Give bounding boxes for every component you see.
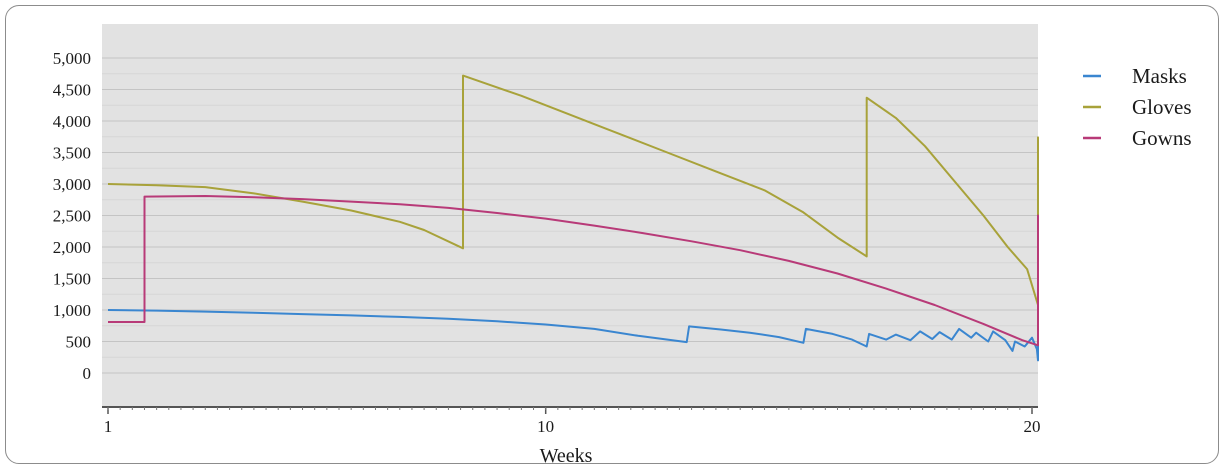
y-tick-label: 0 [83, 364, 92, 383]
series-lines [107, 74, 1039, 362]
legend-label-gowns: Gowns [1132, 126, 1192, 150]
x-tick-label: 10 [537, 417, 554, 436]
y-tick-label: 4,000 [53, 112, 91, 131]
series-line-gowns [108, 195, 1039, 347]
x-tick-label: 20 [1024, 417, 1041, 436]
y-tick-label: 2,000 [53, 238, 91, 257]
y-tick-label: 1,500 [53, 270, 91, 289]
legend-label-gloves: Gloves [1132, 95, 1192, 119]
y-tick-label: 3,000 [53, 175, 91, 194]
y-tick-label: 3,500 [53, 144, 91, 163]
y-tick-label: 2,500 [53, 207, 91, 226]
legend: Masks Gloves Gowns [1083, 64, 1192, 150]
y-tick-label: 500 [66, 333, 92, 352]
x-tick-label: 1 [104, 417, 113, 436]
x-axis-title: Weeks [540, 445, 593, 467]
gridlines [102, 57, 1038, 374]
y-tick-label: 4,500 [53, 81, 91, 100]
y-tick-label: 5,000 [53, 49, 91, 68]
legend-label-masks: Masks [1132, 64, 1187, 88]
y-axis-ticks: 0 500 1,000 1,500 2,000 2,500 3,000 3,500 4,000 4… [53, 49, 91, 383]
y-tick-label: 1,000 [53, 301, 91, 320]
x-axis-ticks: 1 10 20 [104, 407, 1041, 436]
